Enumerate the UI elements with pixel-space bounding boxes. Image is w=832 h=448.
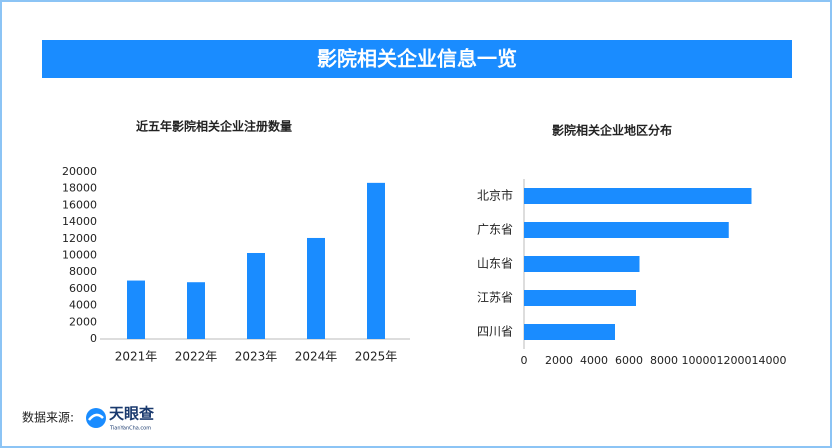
x-tick-label: 12000 — [717, 354, 752, 367]
x-tick-label: 6000 — [615, 354, 643, 367]
bar — [247, 252, 265, 339]
y-tick-label: 18000 — [62, 182, 97, 195]
bar — [307, 237, 325, 339]
y-tick-label: 6000 — [69, 282, 97, 295]
y-tick-label: 20000 — [62, 165, 97, 178]
x-tick-label: 2000 — [545, 354, 573, 367]
y-tick-label: 四川省 — [477, 325, 513, 339]
logo: 天眼查 TianYanCha.com — [86, 405, 155, 432]
y-tick-label: 山东省 — [477, 257, 513, 271]
y-tick-label: 江苏省 — [477, 291, 513, 305]
x-tick-label: 2025年 — [355, 350, 398, 364]
x-tick-label: 8000 — [650, 354, 678, 367]
y-tick-label: 0 — [90, 332, 97, 345]
x-tick-label: 2022年 — [175, 350, 218, 364]
y-tick-label: 北京市 — [477, 188, 513, 203]
logo-text: 天眼查 — [109, 405, 155, 423]
y-tick-label: 10000 — [62, 249, 97, 262]
bar — [187, 282, 205, 339]
bar — [524, 324, 615, 340]
x-tick-label: 0 — [521, 354, 528, 367]
chart-title: 近五年影院相关企业注册数量 — [136, 119, 292, 134]
y-tick-label: 16000 — [62, 198, 97, 211]
bar — [524, 222, 729, 238]
bar — [524, 188, 752, 204]
y-tick-label: 2000 — [69, 315, 97, 328]
bar — [127, 280, 145, 339]
bar — [524, 256, 640, 272]
logo-wave — [88, 413, 104, 421]
y-tick-label: 8000 — [69, 265, 97, 278]
source-label: 数据来源: — [22, 410, 74, 425]
x-tick-label: 14000 — [752, 354, 787, 367]
y-tick-label: 广东省 — [477, 223, 513, 237]
x-tick-label: 2021年 — [115, 350, 158, 364]
bar — [524, 290, 636, 306]
x-tick-label: 2023年 — [235, 350, 278, 364]
x-tick-label: 4000 — [580, 354, 608, 367]
x-tick-label: 10000 — [682, 354, 717, 367]
y-tick-label: 12000 — [62, 232, 97, 245]
y-tick-label: 4000 — [69, 299, 97, 312]
banner — [42, 40, 792, 78]
logo-icon — [86, 408, 106, 428]
x-tick-label: 2024年 — [295, 350, 338, 364]
logo-sub: TianYanCha.com — [109, 426, 151, 432]
bar — [367, 182, 385, 339]
page-title: 影院相关企业信息一览 — [317, 47, 517, 71]
chart-title: 影院相关企业地区分布 — [552, 123, 672, 138]
y-tick-label: 14000 — [62, 215, 97, 228]
